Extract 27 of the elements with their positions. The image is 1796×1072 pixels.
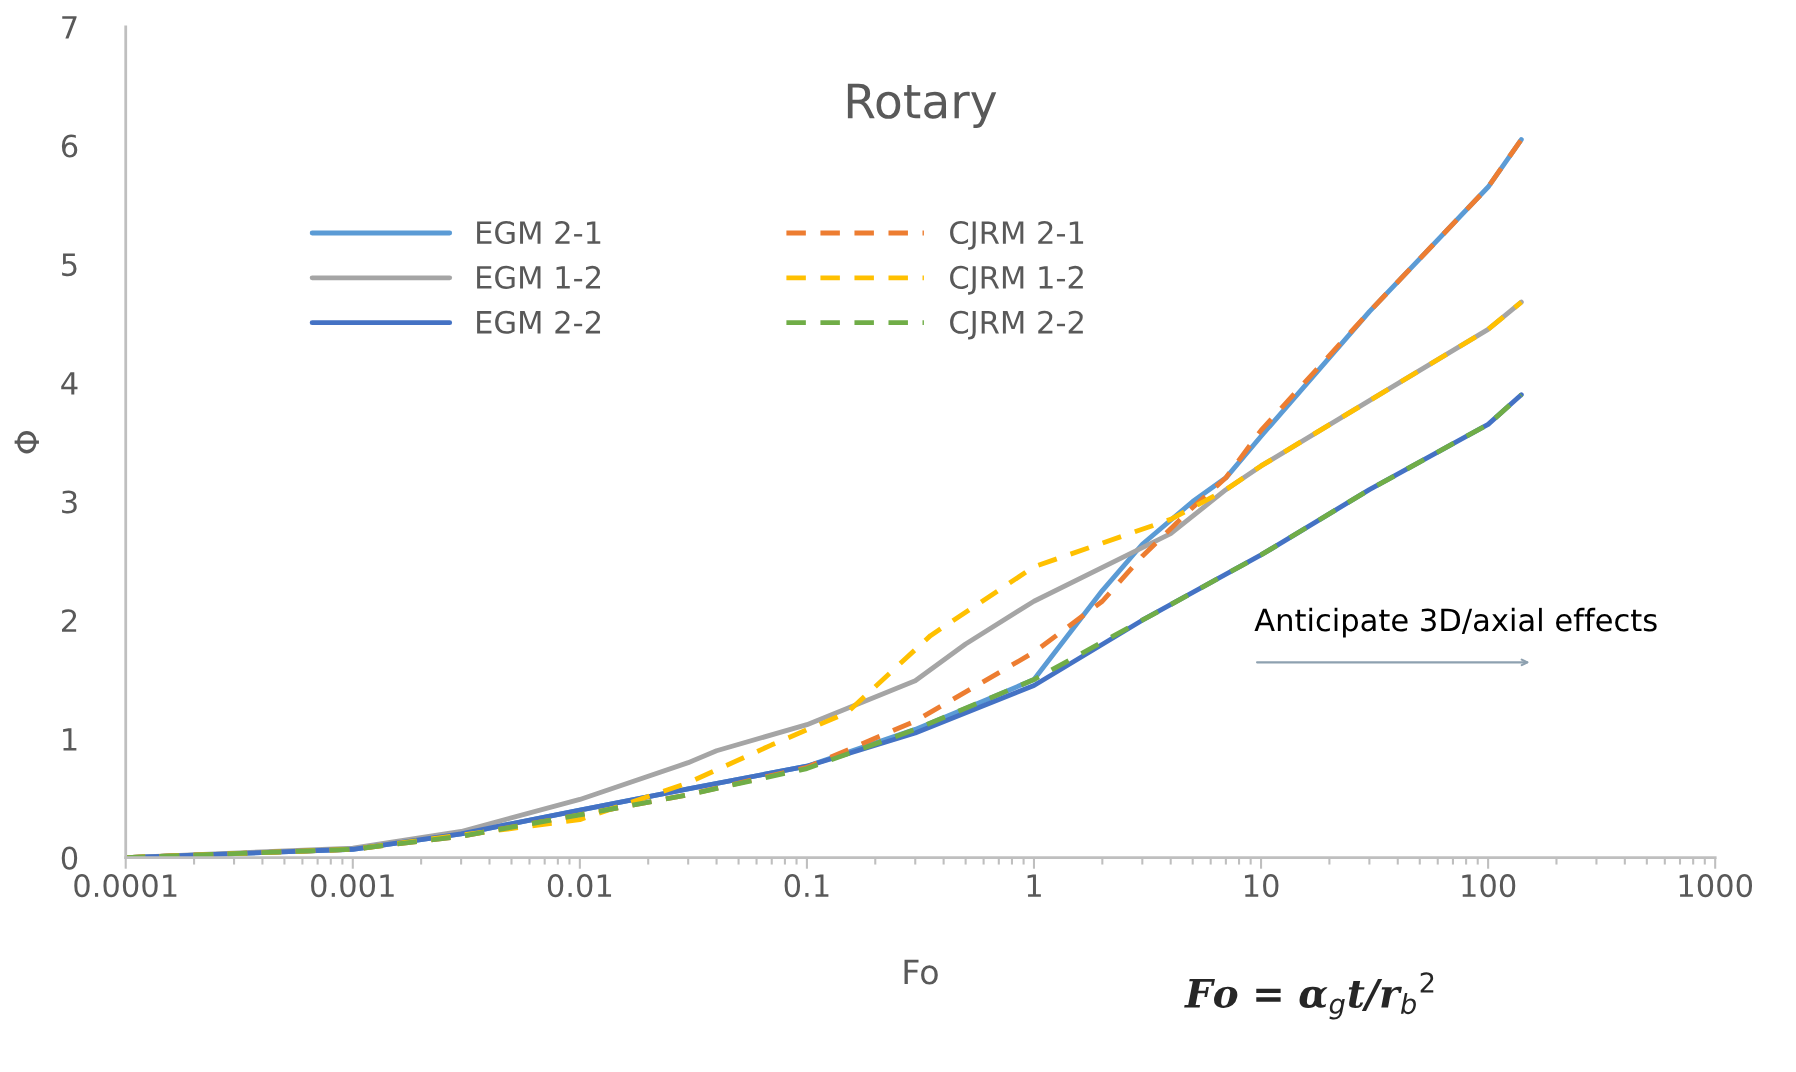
x-tick-label: 0.01 [547,874,612,898]
x-axis-title: Fo [904,959,938,985]
text: Fo = α$_{g}$t/r$_{b}$$^{2}$ [1184,972,1434,1020]
legend-label: EGM 1-2 [477,265,601,289]
y-tick-label: 4 [61,372,78,395]
legend-label: EGM 2-1 [477,221,601,245]
x-tick-label: 10 [1244,874,1279,898]
x-tick-label: 1 [1027,874,1041,897]
y-tick-label: 3 [62,490,77,514]
y-tick-label: 5 [62,253,77,277]
y-tick-label: 2 [61,609,77,632]
y-tick-label: 1 [63,728,77,751]
y-tick-label: 0 [61,846,78,870]
legend-label: EGM 2-2 [477,310,601,334]
x-tick-label: 100 [1462,874,1516,898]
legend-label: CJRM 1-2 [950,265,1083,295]
annotation: Anticipate 3D/axial effects [1254,607,1657,638]
x-tick-label: 1000 [1679,874,1753,898]
x-tick-label: 0.1 [784,874,829,898]
y-axis-title: Φ [14,430,39,454]
legend-label: CJRM 2-1 [950,221,1084,250]
y-tick-label: 7 [62,16,77,39]
y-tick-label: 6 [61,134,78,158]
x-tick-label: 0.0001 [74,874,177,898]
x-tick-label: 0.001 [311,874,394,898]
text: Rotary [847,83,997,128]
legend-label: CJRM 2-2 [950,310,1083,340]
